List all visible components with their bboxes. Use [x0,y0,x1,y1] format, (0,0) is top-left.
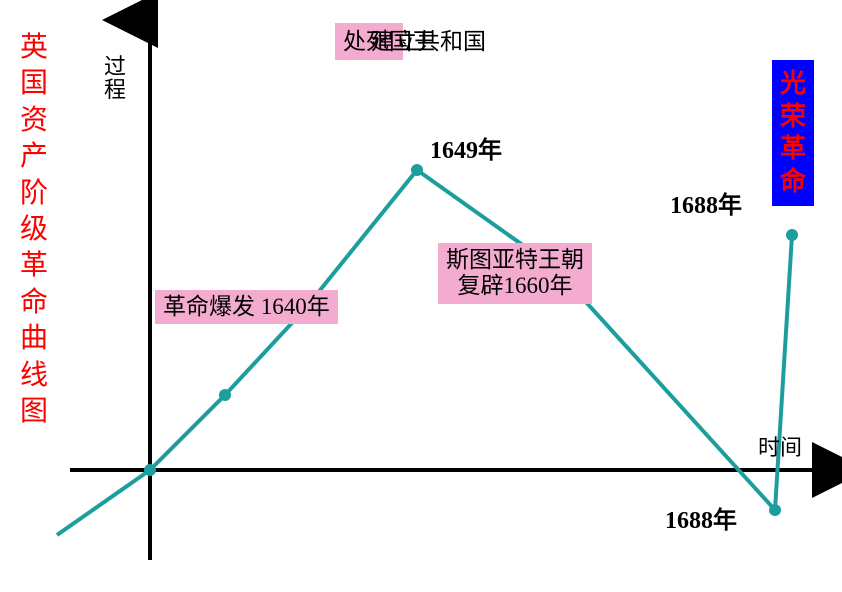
event-stuart-line1: 斯图亚特王朝 [446,247,584,272]
event-glorious-revolution: 光荣革命 [772,60,814,206]
event-execute-king-republic: 处死国王 建立共和国 [335,23,403,60]
event-revolution-outbreak-text: 革命爆发 1640年 [163,294,330,319]
event-revolution-outbreak: 革命爆发 1640年 [155,290,338,324]
year-1688-top: 1688年 [670,185,742,220]
event-stuart-line2: 复辟1660年 [458,273,573,298]
year-1688-bottom: 1688年 [665,500,737,535]
chart-title-vertical: 英国资产阶级革命曲线图 [20,30,48,430]
y-axis-label: 过程 [104,55,128,101]
chart-root: { "title_vertical": "英国资产阶级革命曲线图", "axis… [0,0,842,592]
year-1649: 1649年 [430,130,502,165]
event-stuart-restoration: 斯图亚特王朝 复辟1660年 [438,243,592,304]
event-execute-king-col: 处死国王 [343,29,367,54]
event-republic-col: 建立共和国 [371,29,395,54]
x-axis-label: 时间 [758,430,802,462]
